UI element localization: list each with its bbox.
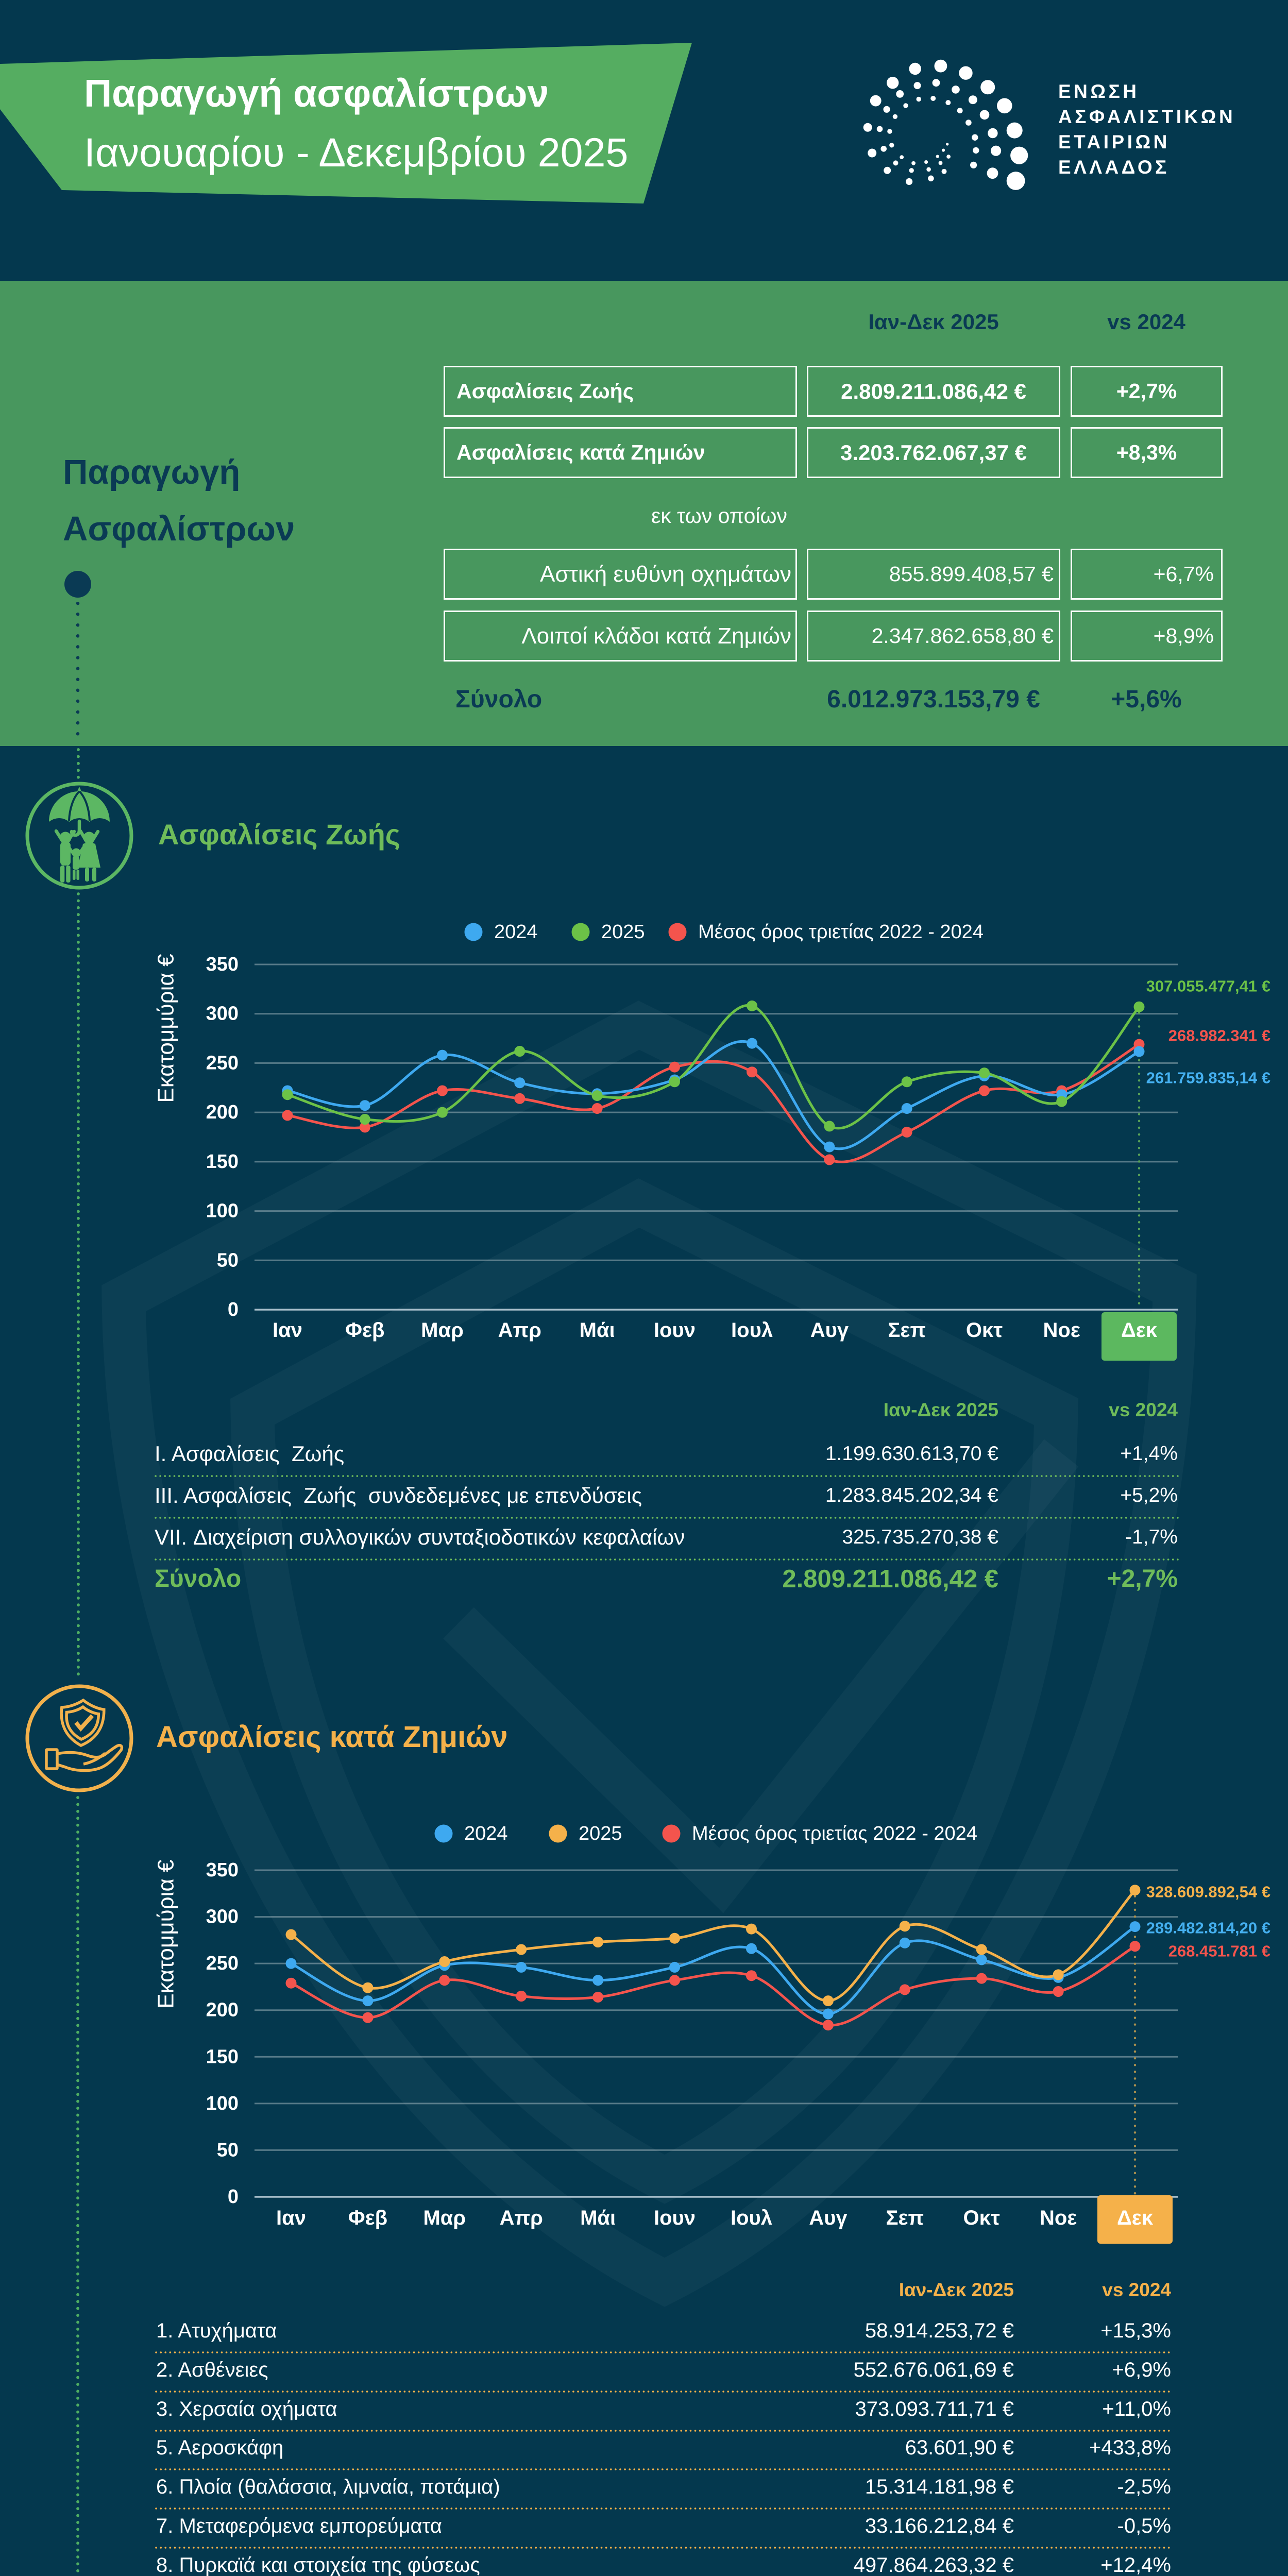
svg-text:200: 200 — [206, 1999, 239, 2021]
svg-text:350: 350 — [206, 1859, 239, 1881]
svg-text:268.451.781 €: 268.451.781 € — [1168, 1942, 1270, 1960]
svg-text:100: 100 — [206, 1200, 239, 1222]
svg-text:2024: 2024 — [494, 921, 538, 943]
svg-text:328.609.892,54 €: 328.609.892,54 € — [1146, 1883, 1270, 1901]
svg-text:Μάι: Μάι — [580, 2207, 616, 2229]
svg-text:268.982.341 €: 268.982.341 € — [1168, 1027, 1270, 1045]
svg-text:300: 300 — [206, 1906, 239, 1928]
svg-text:350: 350 — [206, 954, 239, 975]
svg-text:Μάι: Μάι — [580, 1319, 615, 1342]
svg-text:50: 50 — [217, 2139, 239, 2161]
svg-text:250: 250 — [206, 1052, 239, 1074]
svg-text:300: 300 — [206, 1003, 239, 1025]
svg-text:Ιουν: Ιουν — [654, 2207, 696, 2229]
svg-text:2025: 2025 — [579, 1823, 622, 1844]
svg-text:Σεπ: Σεπ — [888, 1319, 926, 1342]
svg-text:Δεκ: Δεκ — [1121, 1319, 1158, 1342]
svg-text:Απρ: Απρ — [500, 2207, 543, 2229]
svg-text:2025: 2025 — [601, 921, 645, 943]
svg-text:Σεπ: Σεπ — [886, 2207, 924, 2229]
svg-text:Μέσος όρος τριετίας 2022 - 202: Μέσος όρος τριετίας 2022 - 2024 — [698, 921, 984, 943]
svg-text:Δεκ: Δεκ — [1117, 2207, 1154, 2229]
svg-text:150: 150 — [206, 1151, 239, 1173]
svg-text:Νοε: Νοε — [1040, 2207, 1077, 2229]
svg-text:Ιουν: Ιουν — [654, 1319, 696, 1342]
svg-text:250: 250 — [206, 1953, 239, 1974]
svg-text:Φεβ: Φεβ — [345, 1319, 384, 1342]
svg-text:Ιαν: Ιαν — [276, 2207, 306, 2229]
svg-text:Μαρ: Μαρ — [421, 1319, 464, 1342]
svg-text:Μαρ: Μαρ — [423, 2207, 466, 2229]
svg-text:289.482.814,20 €: 289.482.814,20 € — [1146, 1919, 1270, 1937]
svg-text:Φεβ: Φεβ — [348, 2207, 387, 2229]
svg-text:Ιουλ: Ιουλ — [731, 1319, 773, 1342]
svg-text:Μέσος όρος τριετίας 2022 - 202: Μέσος όρος τριετίας 2022 - 2024 — [692, 1823, 977, 1844]
svg-text:Ιαν: Ιαν — [273, 1319, 302, 1342]
svg-text:307.055.477,41 €: 307.055.477,41 € — [1146, 977, 1270, 995]
svg-text:Ιουλ: Ιουλ — [731, 2207, 772, 2229]
svg-text:0: 0 — [228, 2186, 239, 2208]
svg-text:Οκτ: Οκτ — [966, 1319, 1003, 1342]
svg-text:50: 50 — [217, 1249, 239, 1271]
svg-text:Νοε: Νοε — [1043, 1319, 1080, 1342]
svg-text:2024: 2024 — [464, 1823, 508, 1844]
svg-text:Απρ: Απρ — [498, 1319, 541, 1342]
svg-text:Εκατομμύρια €: Εκατομμύρια € — [154, 1859, 179, 2008]
svg-text:150: 150 — [206, 2046, 239, 2067]
svg-text:Αυγ: Αυγ — [810, 1319, 849, 1342]
svg-text:Αυγ: Αυγ — [809, 2207, 848, 2229]
svg-text:Εκατομμύρια €: Εκατομμύρια € — [154, 954, 179, 1103]
svg-text:200: 200 — [206, 1101, 239, 1123]
svg-text:100: 100 — [206, 2093, 239, 2114]
svg-text:Οκτ: Οκτ — [963, 2207, 1000, 2229]
svg-text:261.759.835,14 €: 261.759.835,14 € — [1146, 1069, 1270, 1087]
svg-text:0: 0 — [228, 1299, 239, 1320]
